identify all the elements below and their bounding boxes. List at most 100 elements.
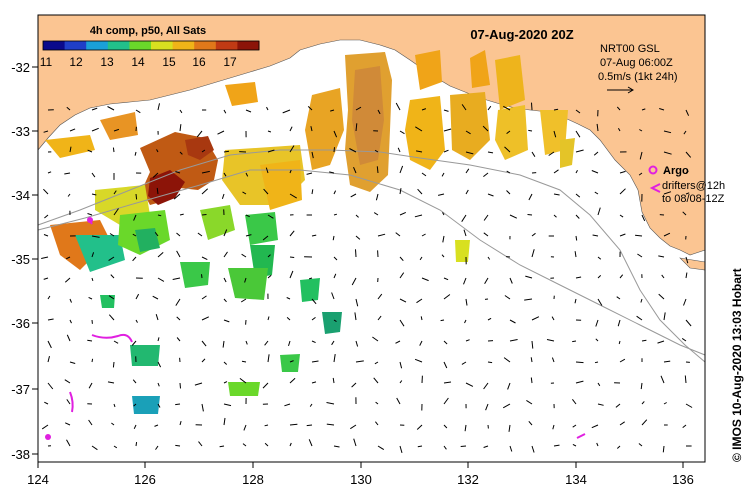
current-vector <box>311 151 314 159</box>
y-tick-label: -38 <box>11 447 30 462</box>
current-vector <box>442 235 445 243</box>
current-vector <box>639 151 643 160</box>
current-vector <box>416 298 423 304</box>
current-vector <box>179 124 182 132</box>
current-vector <box>575 380 584 384</box>
current-vector <box>616 296 621 300</box>
current-vector <box>683 130 687 135</box>
current-vector <box>415 126 423 132</box>
current-vector <box>509 277 513 284</box>
current-vector <box>241 360 247 363</box>
current-vector <box>350 193 357 198</box>
current-vector <box>289 442 292 447</box>
current-vector <box>333 256 338 261</box>
current-vector <box>223 298 227 303</box>
current-vector <box>399 188 402 195</box>
current-vector <box>682 424 687 428</box>
current-vector <box>355 360 364 363</box>
argo-float-marker <box>87 217 93 223</box>
current-vector <box>88 296 93 300</box>
colorbar-segment <box>129 41 152 50</box>
current-vector <box>154 424 159 427</box>
current-vector <box>132 256 137 262</box>
current-vector <box>157 252 164 258</box>
current-vector <box>309 403 313 407</box>
current-vector <box>641 401 645 405</box>
current-vector <box>201 358 206 363</box>
current-vector <box>176 250 181 258</box>
current-vector <box>306 424 313 427</box>
current-vector <box>311 234 317 237</box>
current-vector <box>179 109 183 114</box>
sst-patches <box>45 50 575 414</box>
current-vector <box>440 319 445 322</box>
current-vector <box>640 382 643 390</box>
current-vector <box>531 102 533 111</box>
current-vector <box>157 337 160 342</box>
current-vector <box>461 361 467 365</box>
current-vector <box>663 191 672 195</box>
colorbar-tick: 13 <box>100 55 114 69</box>
current-vector <box>223 172 227 177</box>
current-vector <box>263 188 269 195</box>
current-vector <box>333 445 340 448</box>
current-vector <box>638 443 643 447</box>
current-vector <box>201 188 209 195</box>
current-vector <box>617 319 621 327</box>
x-tick-label: 136 <box>672 472 694 487</box>
current-vector <box>108 256 115 262</box>
current-vector <box>310 126 313 132</box>
current-vector <box>421 277 429 282</box>
y-tick-label: -36 <box>11 316 30 331</box>
current-vector <box>349 148 357 153</box>
current-vector <box>507 382 511 390</box>
current-vector <box>219 445 225 448</box>
current-vector <box>326 402 335 405</box>
current-vector <box>47 295 51 300</box>
current-vector <box>417 188 423 195</box>
current-vector <box>64 277 71 283</box>
current-vector <box>179 213 184 216</box>
colorbar-tick: 14 <box>131 55 145 69</box>
current-vector <box>135 109 141 114</box>
current-vector <box>663 312 666 321</box>
colorbar-segment <box>43 41 66 50</box>
x-tick-label: 134 <box>565 472 587 487</box>
current-vector <box>201 295 207 300</box>
current-vector <box>373 377 379 384</box>
current-vector <box>289 377 296 384</box>
current-vector <box>465 151 474 155</box>
current-vector <box>175 444 181 447</box>
current-vector <box>506 190 511 195</box>
current-vector <box>265 167 269 174</box>
current-vector <box>374 149 379 153</box>
current-vector <box>91 252 95 258</box>
current-vector <box>441 172 445 177</box>
current-vector <box>135 442 138 447</box>
current-vector <box>156 187 159 195</box>
current-vector <box>551 316 555 321</box>
current-vector <box>641 108 646 111</box>
current-vector <box>112 147 115 153</box>
current-vector <box>87 339 93 342</box>
current-vector <box>483 214 489 221</box>
current-vector <box>617 127 621 132</box>
current-vector <box>289 145 295 153</box>
current-vector <box>506 130 511 134</box>
current-vector <box>245 340 248 345</box>
current-vector <box>223 403 232 407</box>
current-vector <box>551 357 555 363</box>
current-vector <box>464 424 467 432</box>
current-vector <box>661 274 665 279</box>
current-vector <box>442 212 445 216</box>
current-vector <box>663 130 672 134</box>
y-tick-label: -34 <box>11 188 30 203</box>
current-vector <box>574 251 577 258</box>
current-vector <box>663 170 668 174</box>
current-vector <box>482 125 489 132</box>
current-vector <box>289 270 294 279</box>
current-vector <box>487 361 493 364</box>
current-vector <box>524 298 533 301</box>
argo-icon <box>648 165 658 175</box>
